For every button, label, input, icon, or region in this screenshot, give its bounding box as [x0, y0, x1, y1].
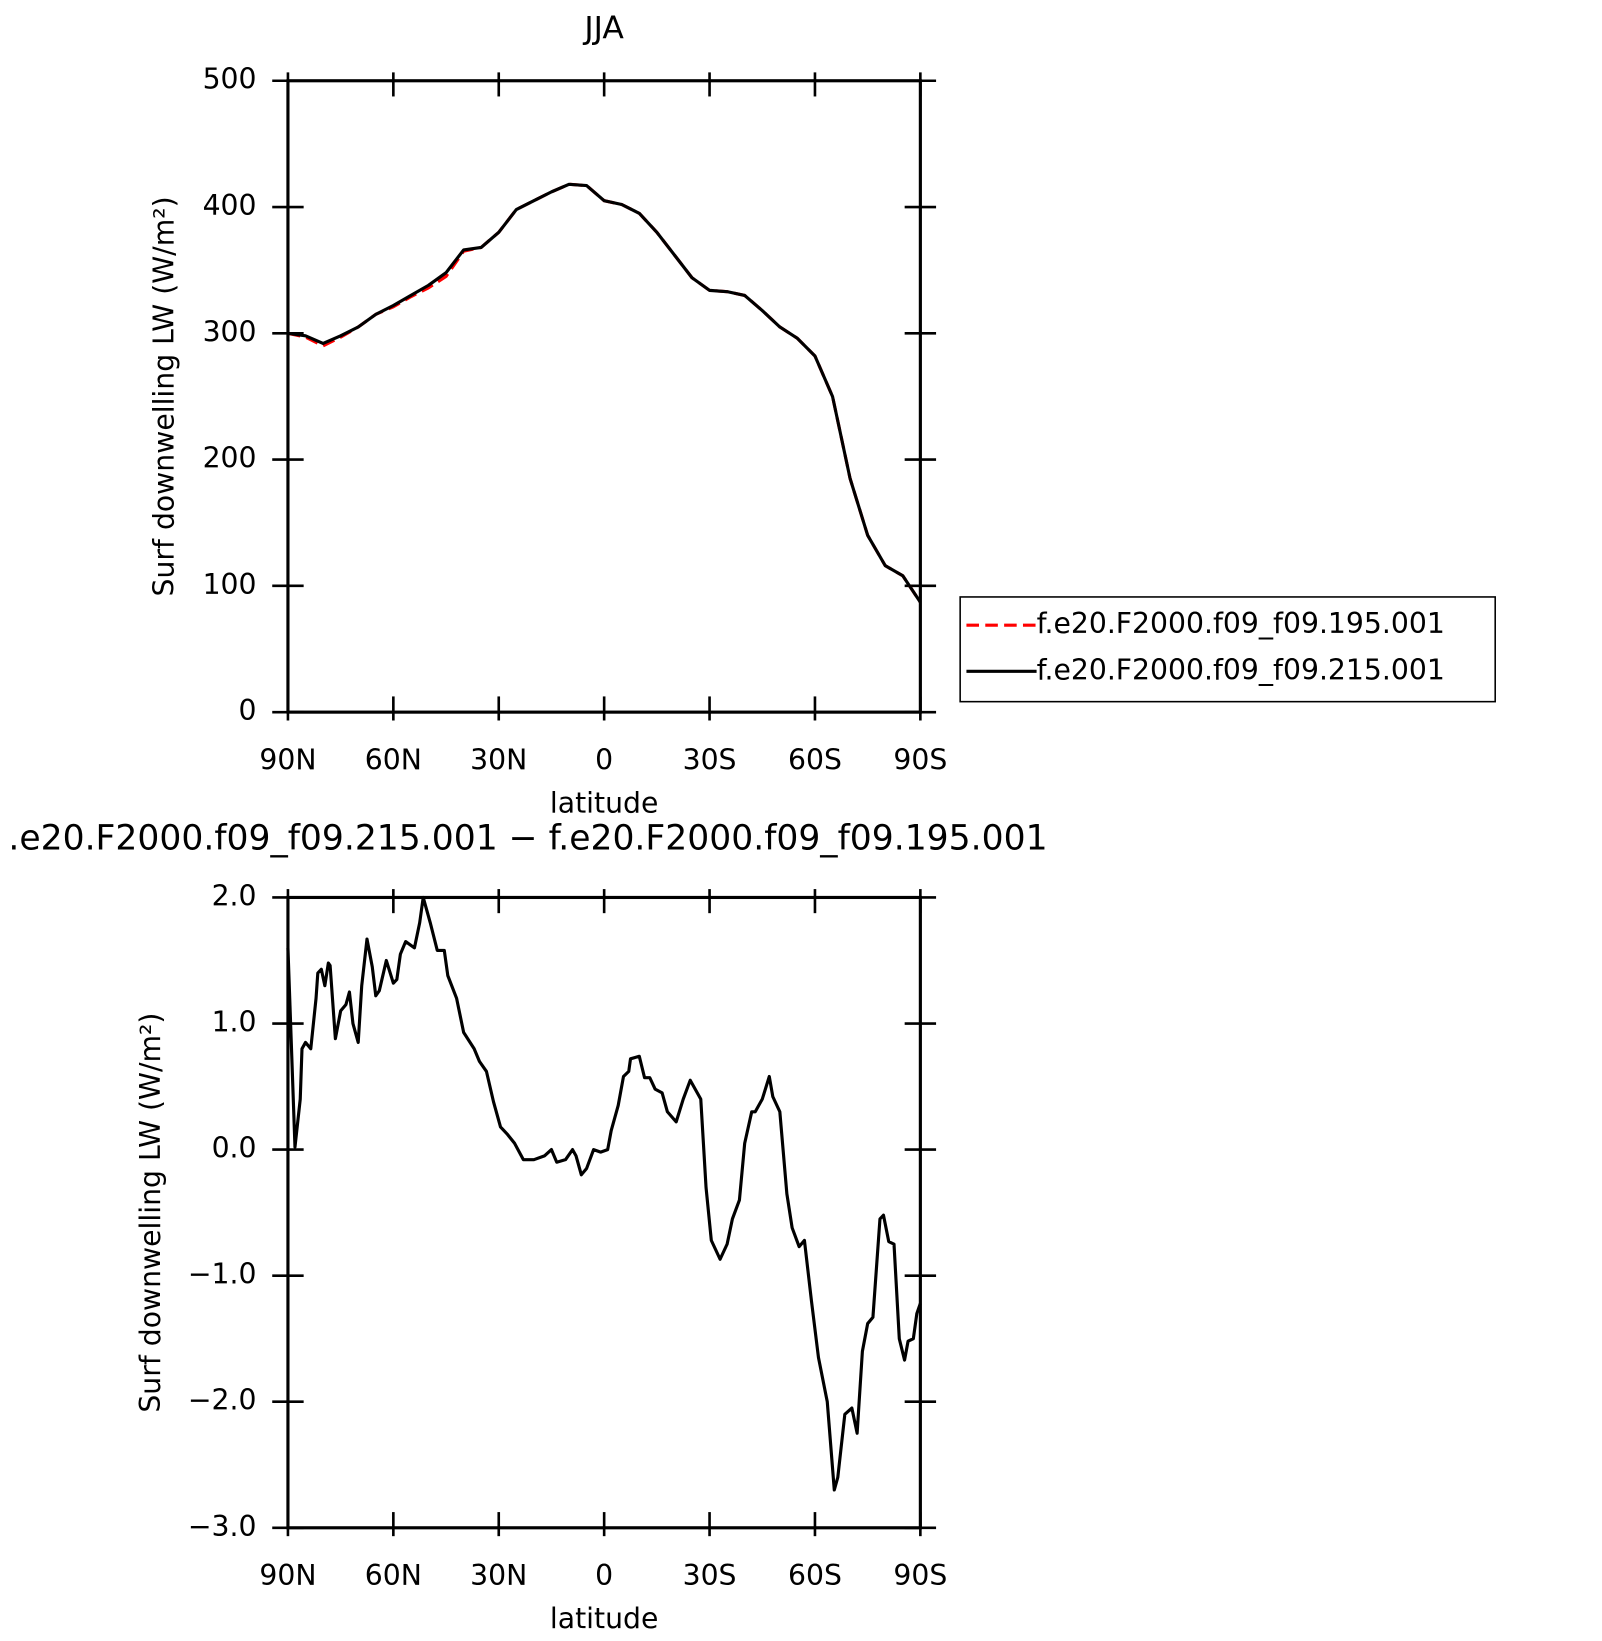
plot-frame [286, 79, 922, 714]
y-tick-label: 0.0 [212, 1132, 257, 1165]
data-line [287, 182, 922, 604]
plot-frame [286, 895, 922, 1530]
y-axis-label: Surf downwelling LW (W/m²) [134, 1013, 167, 1413]
x-tick-label: 30S [683, 1559, 737, 1592]
chart-title: .e20.F2000.f09_f09.215.001 − f.e20.F2000… [8, 818, 1047, 858]
y-tick-label: 0 [239, 694, 257, 727]
x-tick-label: 60S [788, 1559, 842, 1592]
y-tick-label: 500 [203, 63, 257, 96]
y-tick-label: 200 [203, 442, 257, 475]
x-tick-label: 60N [365, 1559, 422, 1592]
legend-box [959, 596, 1496, 703]
x-tick-label: 90S [893, 1559, 947, 1592]
chart-title: JJA [582, 10, 624, 46]
y-tick-label: −1.0 [188, 1258, 257, 1291]
x-tick-label: 60N [365, 743, 422, 776]
y-axis-label: Surf downwelling LW (W/m²) [147, 196, 180, 596]
data-line [287, 182, 922, 604]
y-tick-label: 300 [203, 315, 257, 348]
x-axis-label: latitude [550, 1602, 658, 1635]
data-line [286, 895, 922, 1492]
x-tick-label: 30S [683, 743, 737, 776]
x-axis-label: latitude [550, 786, 658, 819]
legend-label: f.e20.F2000.f09_f09.215.001 [1037, 653, 1445, 686]
x-tick-label: 0 [595, 1559, 613, 1592]
y-tick-label: 400 [203, 189, 257, 222]
x-tick-label: 60S [788, 743, 842, 776]
y-tick-label: −3.0 [188, 1510, 257, 1543]
x-tick-label: 90N [259, 1559, 316, 1592]
y-tick-label: 1.0 [212, 1006, 257, 1039]
x-tick-label: 90S [893, 743, 947, 776]
x-tick-label: 30N [470, 1559, 527, 1592]
y-tick-label: −2.0 [188, 1384, 257, 1417]
x-tick-label: 0 [595, 743, 613, 776]
y-tick-label: 2.0 [212, 879, 257, 912]
legend-label: f.e20.F2000.f09_f09.195.001 [1037, 607, 1445, 640]
y-tick-label: 100 [203, 568, 257, 601]
x-tick-label: 30N [470, 743, 527, 776]
x-tick-label: 90N [259, 743, 316, 776]
